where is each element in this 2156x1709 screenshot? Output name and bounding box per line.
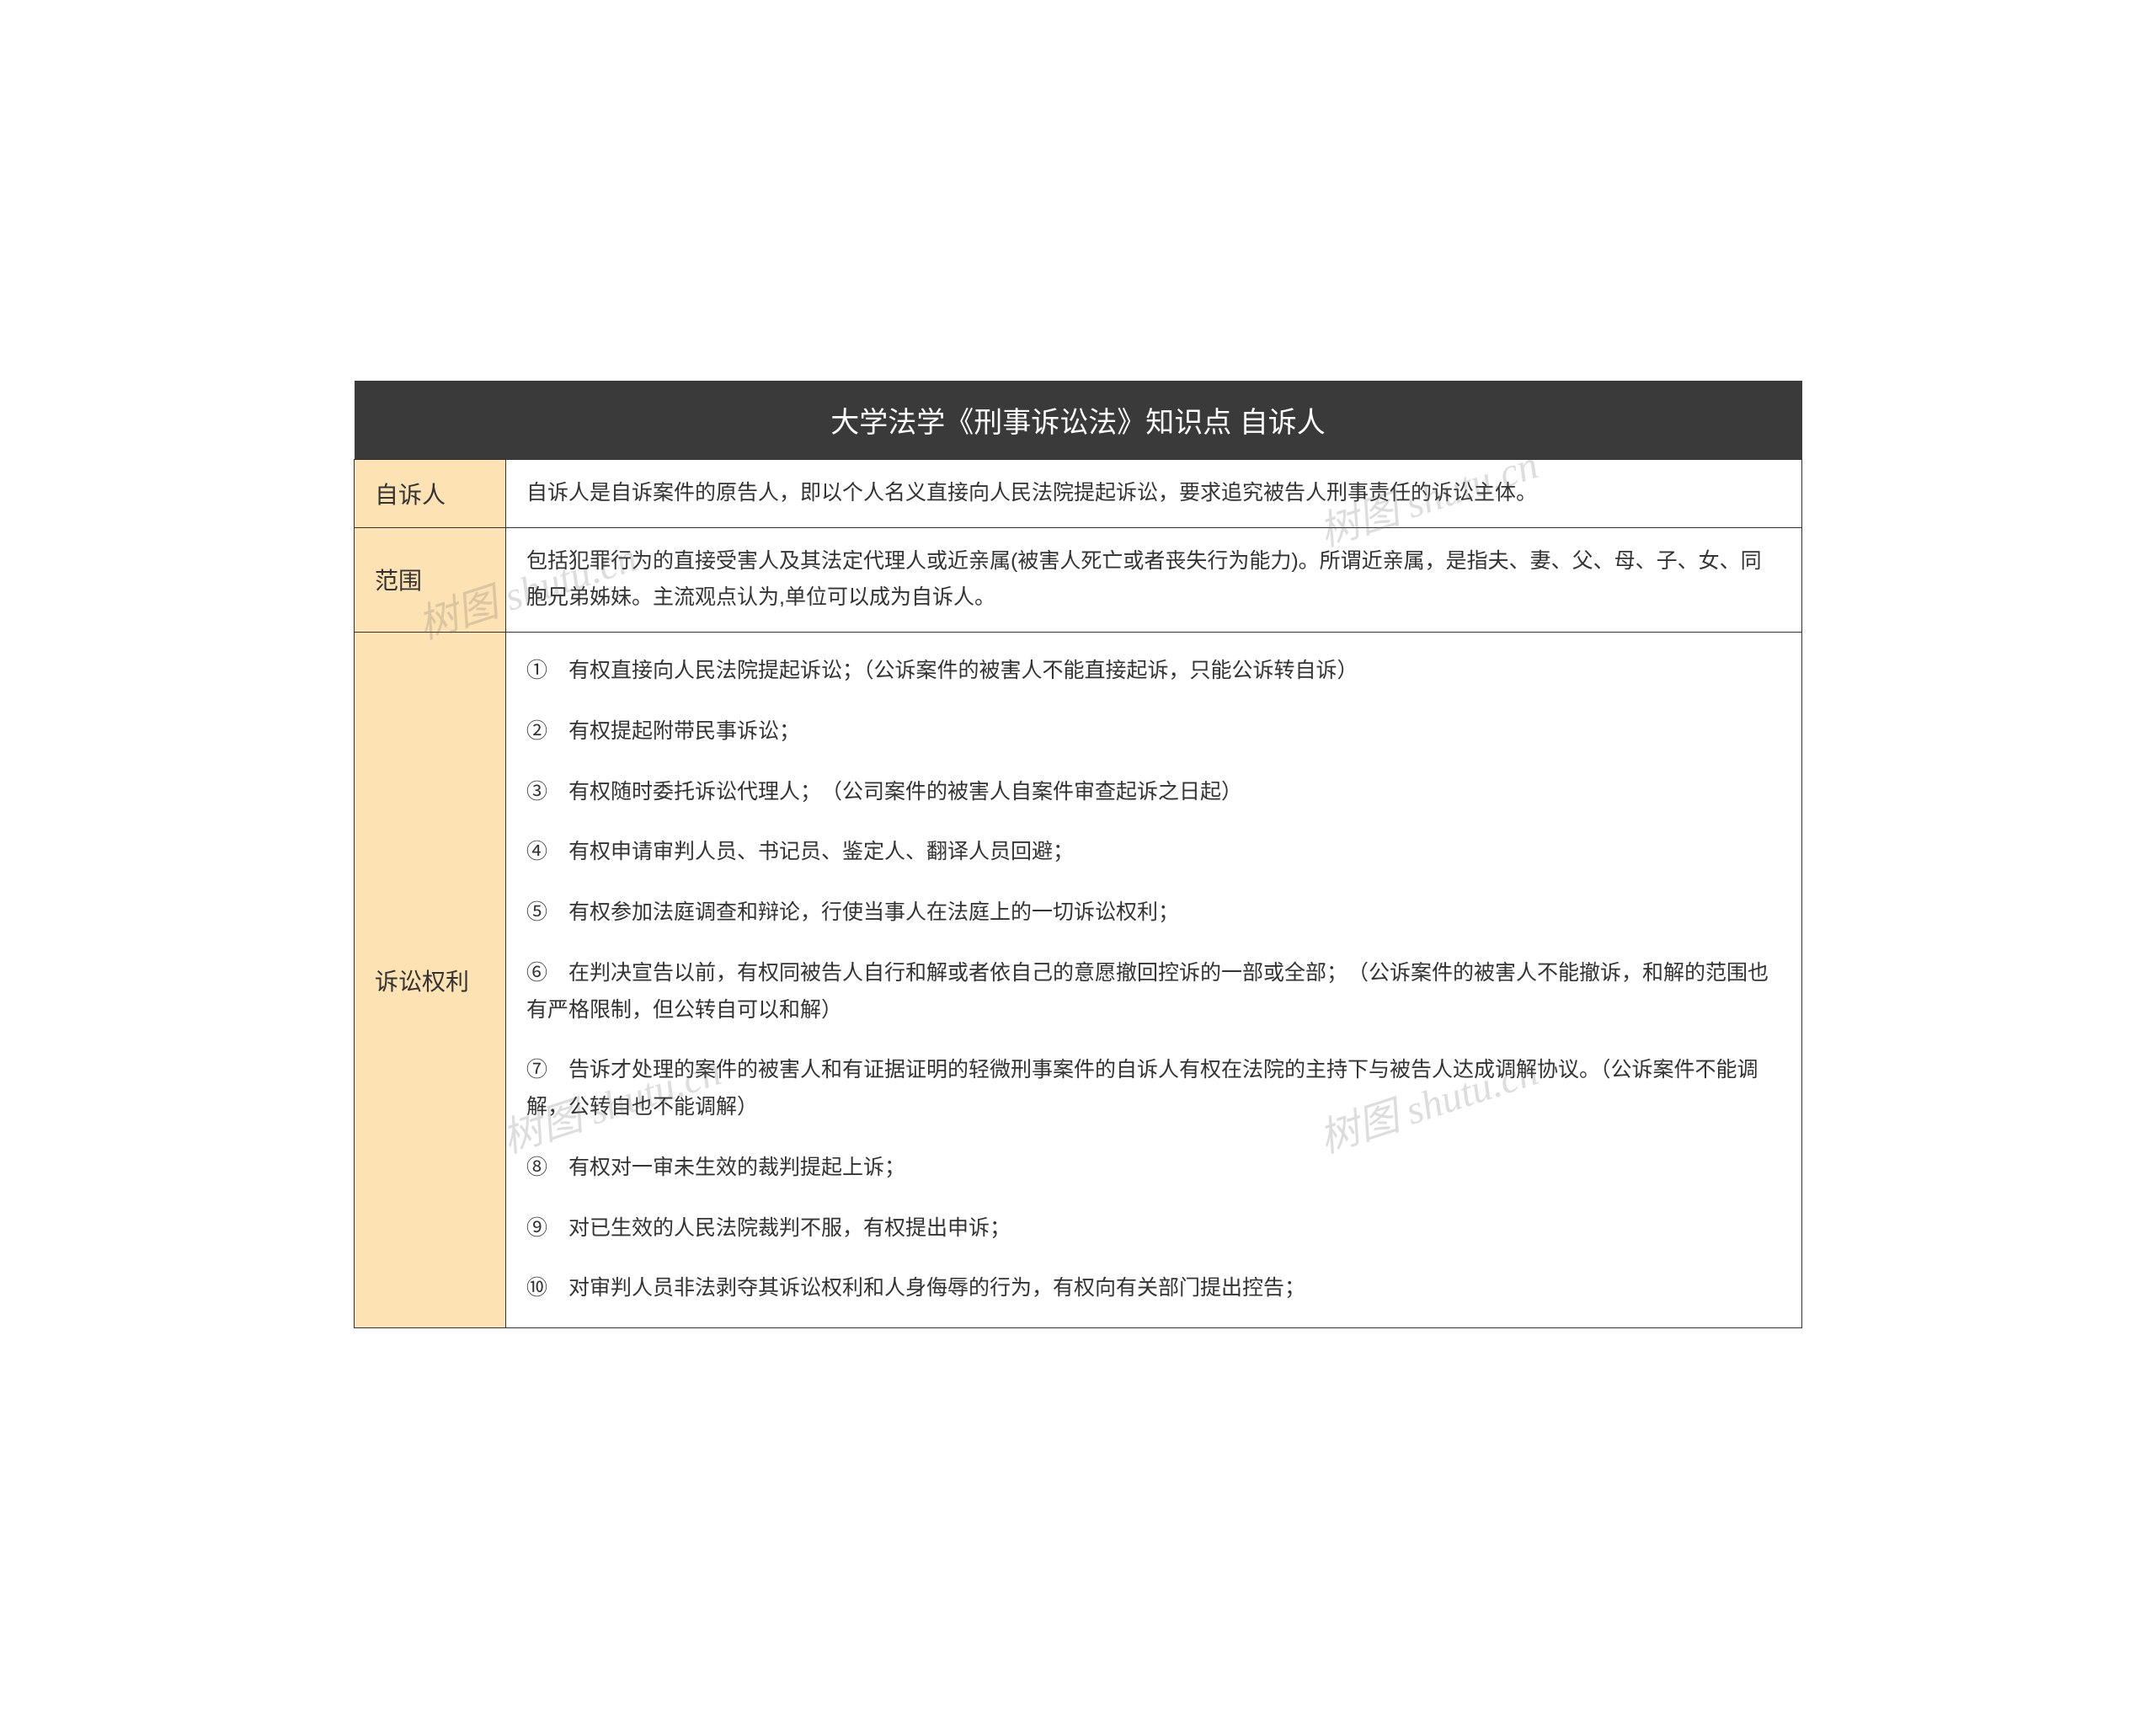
row-label-rights: 诉讼权利 <box>355 633 506 1328</box>
list-item: ⑦ 告诉才处理的案件的被害人和有证据证明的轻微刑事案件的自诉人有权在法院的主持下… <box>526 1040 1781 1138</box>
row-label-zisuren: 自诉人 <box>355 459 506 527</box>
table-row: 范围 包括犯罪行为的直接受害人及其法定代理人或近亲属(被害人死亡或者丧失行为能力… <box>355 527 1802 633</box>
row-content-fanwei: 包括犯罪行为的直接受害人及其法定代理人或近亲属(被害人死亡或者丧失行为能力)。所… <box>506 527 1802 633</box>
table-row: 自诉人 自诉人是自诉案件的原告人，即以个人名义直接向人民法院提起诉讼，要求追究被… <box>355 459 1802 527</box>
row-label-fanwei: 范围 <box>355 527 506 633</box>
list-item: ④ 有权申请审判人员、书记员、鉴定人、翻译人员回避； <box>526 822 1781 883</box>
document-container: 树图 shutu.cn 树图 shutu.cn 树图 shutu.cn 树图 s… <box>354 381 1802 1328</box>
list-item: ⑨ 对已生效的人民法院裁判不服，有权提出申诉； <box>526 1199 1781 1259</box>
knowledge-table: 大学法学《刑事诉讼法》知识点 自诉人 自诉人 自诉人是自诉案件的原告人，即以个人… <box>354 381 1802 1328</box>
list-item: ③ 有权随时委托诉讼代理人； （公司案件的被害人自案件审查起诉之日起） <box>526 762 1781 823</box>
row-content-rights: ① 有权直接向人民法院提起诉讼；（公诉案件的被害人不能直接起诉，只能公诉转自诉）… <box>506 633 1802 1328</box>
row-content-zisuren: 自诉人是自诉案件的原告人，即以个人名义直接向人民法院提起诉讼，要求追究被告人刑事… <box>506 459 1802 527</box>
rights-list: ① 有权直接向人民法院提起诉讼；（公诉案件的被害人不能直接起诉，只能公诉转自诉）… <box>526 648 1781 1312</box>
list-item: ⑧ 有权对一审未生效的裁判提起上诉； <box>526 1138 1781 1199</box>
list-item: ① 有权直接向人民法院提起诉讼；（公诉案件的被害人不能直接起诉，只能公诉转自诉） <box>526 648 1781 702</box>
table-title: 大学法学《刑事诉讼法》知识点 自诉人 <box>355 381 1802 460</box>
list-item: ⑩ 对审判人员非法剥夺其诉讼权利和人身侮辱的行为，有权向有关部门提出控告； <box>526 1258 1781 1312</box>
table-row: 诉讼权利 ① 有权直接向人民法院提起诉讼；（公诉案件的被害人不能直接起诉，只能公… <box>355 633 1802 1328</box>
list-item: ⑤ 有权参加法庭调查和辩论，行使当事人在法庭上的一切诉讼权利； <box>526 883 1781 943</box>
list-item: ⑥ 在判决宣告以前，有权同被告人自行和解或者依自己的意愿撤回控诉的一部或全部； … <box>526 943 1781 1041</box>
list-item: ② 有权提起附带民事诉讼； <box>526 702 1781 762</box>
table-header-row: 大学法学《刑事诉讼法》知识点 自诉人 <box>355 381 1802 460</box>
